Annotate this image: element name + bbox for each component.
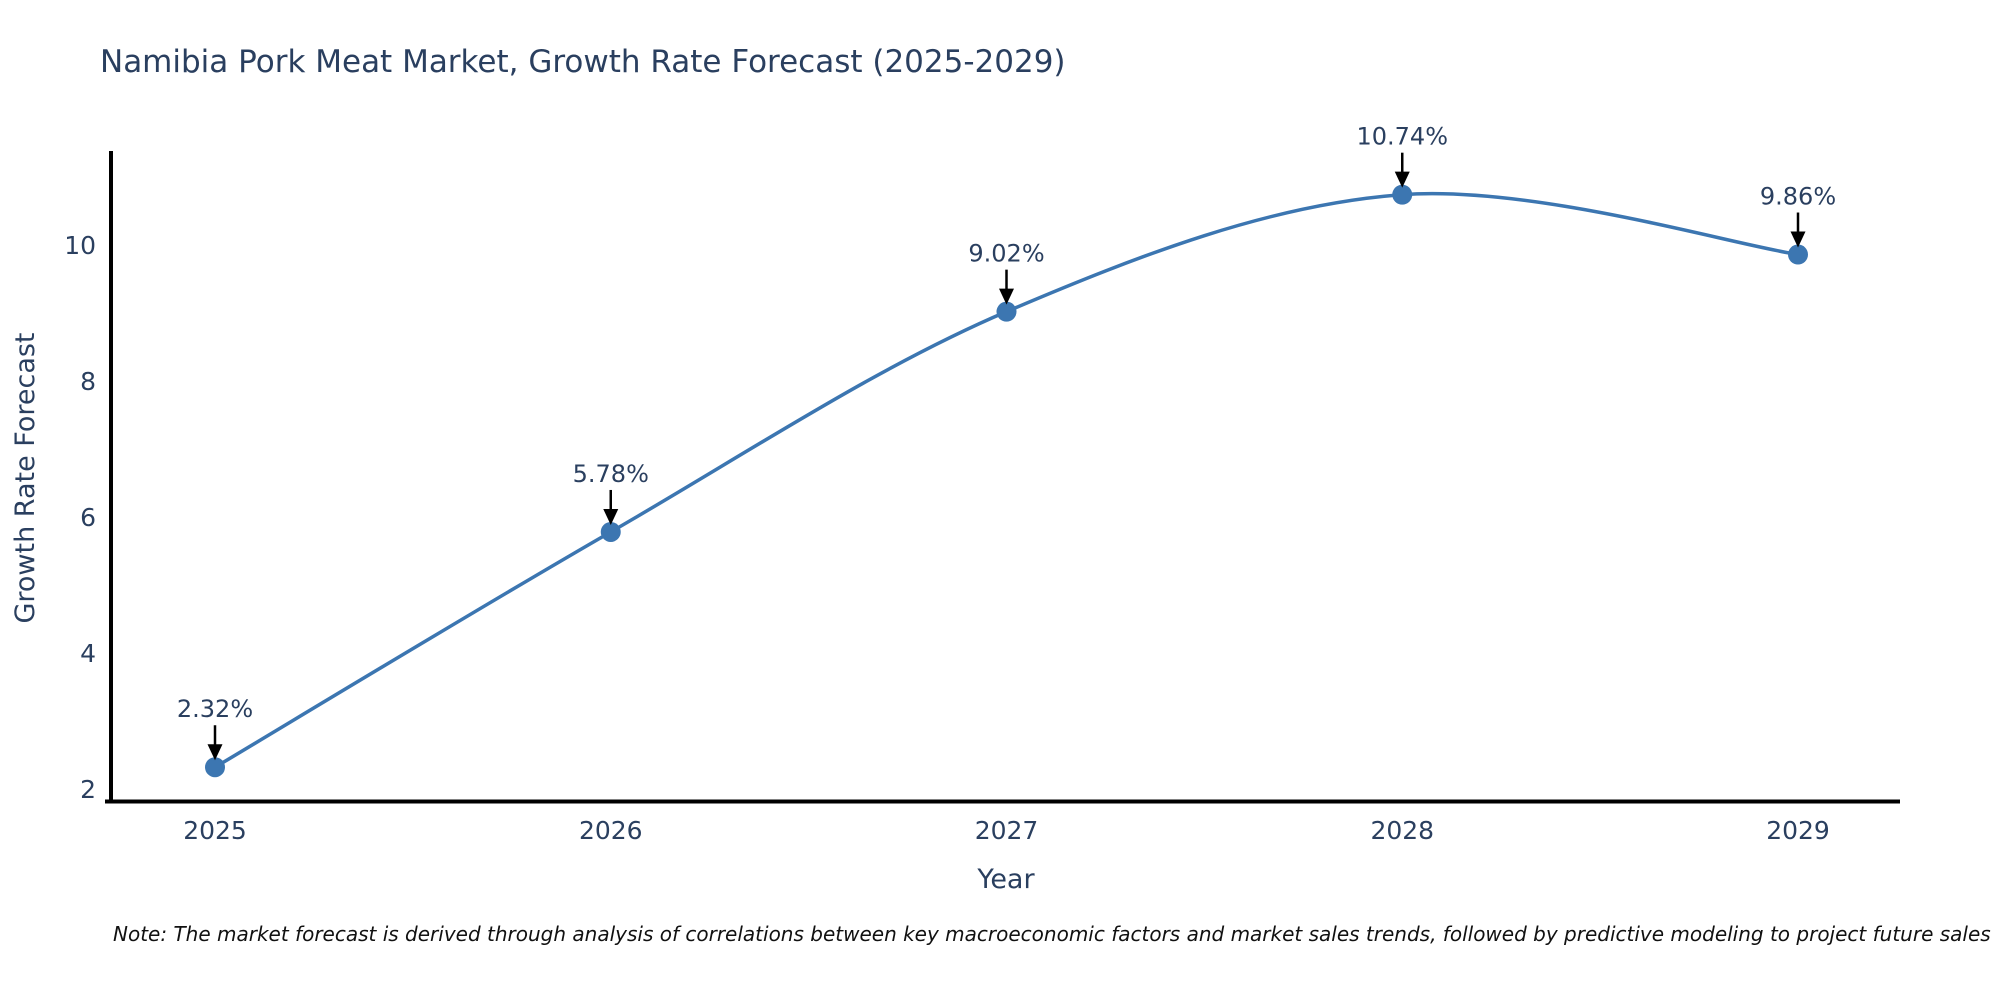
annotation-arrowhead-icon <box>207 744 223 761</box>
y-tick-label: 4 <box>80 639 96 668</box>
point-annotation: 5.78% <box>573 460 649 525</box>
data-point-marker <box>1788 244 1808 265</box>
y-axis-tick-labels: 2 4 6 8 10 <box>64 231 96 804</box>
y-tick-label: 10 <box>64 231 96 260</box>
annotation-arrowhead-icon <box>1790 231 1806 248</box>
footnote: Note: The market forecast is derived thr… <box>113 922 1991 946</box>
x-tick-label: 2028 <box>1370 816 1434 845</box>
y-tick-label: 2 <box>80 775 96 804</box>
annotation-arrowhead-icon <box>999 288 1014 305</box>
y-axis-title: Growth Rate Forecast <box>10 332 41 623</box>
point-annotation-label: 9.86% <box>1760 183 1836 211</box>
point-annotations: 2.32% 5.78% 9.02% 10.74% 9.86% <box>177 123 1836 761</box>
chart-title: Namibia Pork Meat Market, Growth Rate Fo… <box>100 44 1066 80</box>
x-tick-label: 2025 <box>183 816 247 845</box>
point-annotation-label: 9.02% <box>968 240 1044 268</box>
point-annotation-label: 10.74% <box>1356 123 1448 151</box>
point-annotation: 9.86% <box>1760 183 1836 248</box>
x-axis-title: Year <box>976 864 1035 895</box>
point-annotation-label: 2.32% <box>177 695 253 723</box>
data-point-marker <box>996 301 1017 322</box>
x-tick-label: 2029 <box>1766 816 1830 845</box>
point-annotation: 9.02% <box>968 240 1045 305</box>
y-tick-label: 8 <box>80 367 96 396</box>
y-tick-label: 6 <box>80 503 96 532</box>
data-point-marker <box>600 521 621 542</box>
point-annotation: 2.32% <box>177 695 253 761</box>
annotation-arrowhead-icon <box>603 508 619 525</box>
point-annotation: 10.74% <box>1356 123 1448 188</box>
data-point-markers <box>205 184 1808 778</box>
data-point-marker <box>205 757 225 778</box>
annotation-arrowhead-icon <box>1394 171 1410 188</box>
data-point-marker <box>1392 184 1413 205</box>
x-tick-label: 2026 <box>579 816 643 845</box>
x-tick-label: 2027 <box>975 816 1039 845</box>
x-axis-tick-labels: 2025 2026 2027 2028 2029 <box>183 816 1830 845</box>
point-annotation-label: 5.78% <box>573 460 649 488</box>
